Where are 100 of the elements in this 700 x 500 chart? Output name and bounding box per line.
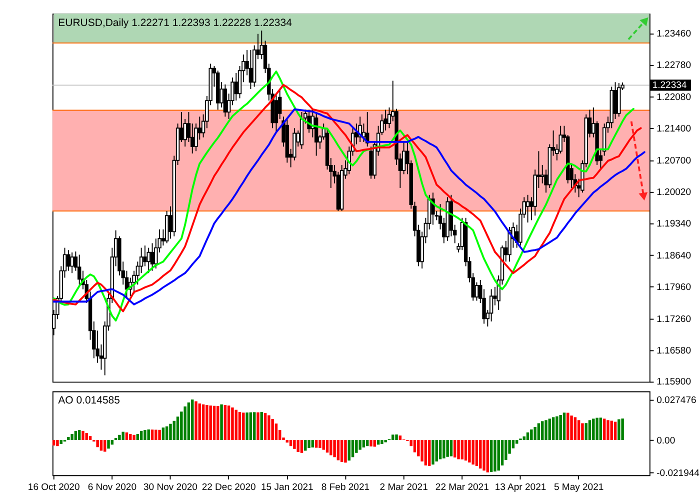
y-tick-label: 0.00 [656, 435, 676, 446]
bar [621, 418, 624, 440]
bar [162, 428, 165, 440]
chart-title: AO 0.014585 [58, 396, 120, 407]
bar [358, 440, 362, 450]
bar [588, 420, 592, 440]
candlestick [613, 82, 618, 120]
y-tick-label: 1.15900 [656, 376, 692, 388]
bar [122, 432, 124, 440]
bar [340, 440, 344, 462]
x-tick-label: 22 Mar 2021 [435, 482, 489, 493]
bar [150, 430, 154, 440]
bar [224, 404, 227, 440]
bar [559, 414, 562, 440]
bar [172, 420, 176, 440]
bar [460, 440, 464, 460]
candlestick [431, 192, 435, 226]
bar [540, 421, 544, 440]
bar [286, 440, 289, 443]
bar [107, 440, 110, 449]
bar [165, 426, 168, 440]
bar [355, 440, 358, 453]
bar [304, 440, 307, 451]
y-tick-label: 1.18640 [656, 250, 692, 262]
bar [118, 434, 121, 440]
x-tick-label: 13 Apr 2021 [494, 482, 546, 493]
candlestick [234, 72, 238, 102]
bar [198, 403, 202, 440]
bar [494, 440, 496, 472]
bar [482, 440, 486, 471]
bar [420, 440, 424, 462]
bar [380, 440, 384, 444]
bar [574, 417, 577, 440]
bar [326, 440, 329, 453]
y-tick-label: 1.16580 [656, 345, 692, 356]
bar [584, 423, 588, 440]
candlestick [526, 194, 530, 223]
bar [599, 418, 602, 440]
bar [85, 432, 88, 440]
bar [184, 406, 186, 440]
bar [602, 418, 606, 440]
bar [344, 440, 347, 463]
bar [238, 412, 242, 440]
bar [52, 440, 56, 446]
bar [227, 406, 230, 440]
bar [308, 440, 310, 448]
candlestick [540, 164, 544, 184]
bar [472, 440, 474, 465]
bar [249, 412, 252, 440]
bar [606, 420, 610, 440]
bar [271, 418, 274, 440]
bar [610, 420, 613, 440]
y-tick-label: 1.21400 [656, 123, 692, 134]
bar [136, 434, 140, 440]
bar [78, 430, 81, 440]
bar [194, 401, 198, 440]
y-tick-label: 1.22080 [656, 92, 692, 104]
bar [264, 413, 267, 440]
x-tick-label: 30 Nov 2020 [144, 482, 198, 493]
bar [231, 407, 234, 440]
x-tick-label: 6 Nov 2020 [88, 482, 136, 493]
bar [246, 412, 248, 440]
candlestick [77, 254, 82, 286]
x-tick-label: 8 Feb 2021 [321, 482, 370, 493]
bar [577, 420, 580, 440]
bar [366, 440, 369, 446]
bar [293, 440, 296, 449]
bar [88, 436, 92, 440]
bar [438, 440, 442, 460]
bar [132, 434, 136, 440]
x-tick-label: 2 Mar 2021 [380, 482, 428, 493]
bar [432, 440, 434, 465]
bar [486, 440, 490, 472]
bar [333, 440, 336, 458]
bar [187, 402, 190, 440]
y-tick-label: -0.021944 [656, 468, 700, 479]
y-tick-label: 1.22780 [656, 60, 692, 71]
bar [446, 440, 449, 457]
bar [60, 440, 62, 444]
y-tick-label: 1.20020 [656, 186, 692, 198]
bar [475, 440, 478, 466]
bar [562, 412, 566, 440]
bar [570, 416, 573, 440]
bar [70, 434, 74, 440]
bar [56, 440, 59, 446]
chart-title: EURUSD,Daily 1.22271 1.22393 1.22228 1.22334 [58, 18, 292, 29]
bar [234, 410, 238, 440]
candlestick [70, 252, 74, 274]
bar [544, 420, 548, 440]
y-tick-label: 1.20700 [656, 156, 692, 167]
x-tick-label: 5 May 2021 [554, 482, 604, 493]
bar [453, 440, 456, 458]
y-tick-label: 0.027476 [656, 394, 696, 406]
bar [330, 440, 332, 456]
bar [147, 429, 150, 440]
bar [289, 440, 292, 446]
candlestick [146, 247, 150, 274]
bar [392, 434, 394, 440]
bar [154, 430, 158, 440]
bar [413, 440, 416, 452]
